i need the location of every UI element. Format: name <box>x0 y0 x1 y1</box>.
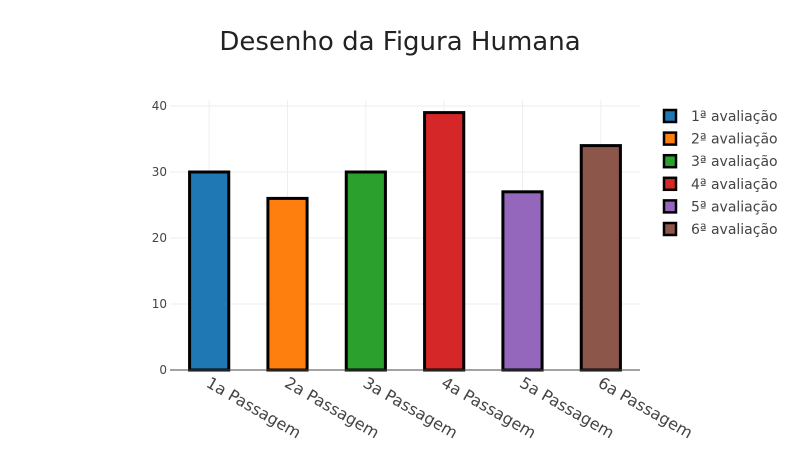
legend-item[interactable]: 5ª avaliação <box>662 199 778 215</box>
legend-item[interactable]: 1ª avaliação <box>662 108 778 125</box>
legend-swatch <box>662 153 678 169</box>
y-tick-label: 0 <box>159 363 167 377</box>
legend-item[interactable]: 3ª avaliação <box>662 153 778 170</box>
bar[interactable] <box>579 144 622 372</box>
legend[interactable]: 1ª avaliação 2ª avaliação 3ª avaliação 4ª a… <box>662 108 778 238</box>
legend-label: 1ª avaliação <box>691 109 778 125</box>
legend-item[interactable]: 2ª avaliação <box>662 131 778 148</box>
chart-title: Desenho da Figura Humana <box>219 27 580 57</box>
y-tick-label: 40 <box>152 99 167 113</box>
legend-swatch <box>662 176 678 192</box>
legend-label: 3ª avaliação <box>691 154 778 170</box>
legend-swatch <box>662 108 678 124</box>
grid-lines <box>170 100 640 370</box>
bar[interactable] <box>188 170 231 372</box>
y-tick-label: 30 <box>152 165 167 179</box>
legend-swatch <box>662 199 678 214</box>
legend-label: 4ª avaliação <box>691 177 778 193</box>
legend-label: 5ª avaliação <box>691 199 778 215</box>
bar[interactable] <box>423 111 466 372</box>
bar[interactable] <box>501 190 544 372</box>
y-tick-label: 20 <box>152 231 167 245</box>
bar[interactable] <box>344 170 387 372</box>
legend-item[interactable]: 6ª avaliação <box>662 221 778 238</box>
legend-label: 6ª avaliação <box>691 222 778 238</box>
legend-swatch <box>662 131 678 146</box>
bars <box>188 111 622 372</box>
legend-swatch <box>662 221 678 237</box>
legend-label: 2ª avaliação <box>691 132 778 148</box>
y-tick-label: 10 <box>152 297 167 311</box>
legend-item[interactable]: 4ª avaliação <box>662 176 778 193</box>
bar[interactable] <box>266 196 309 372</box>
